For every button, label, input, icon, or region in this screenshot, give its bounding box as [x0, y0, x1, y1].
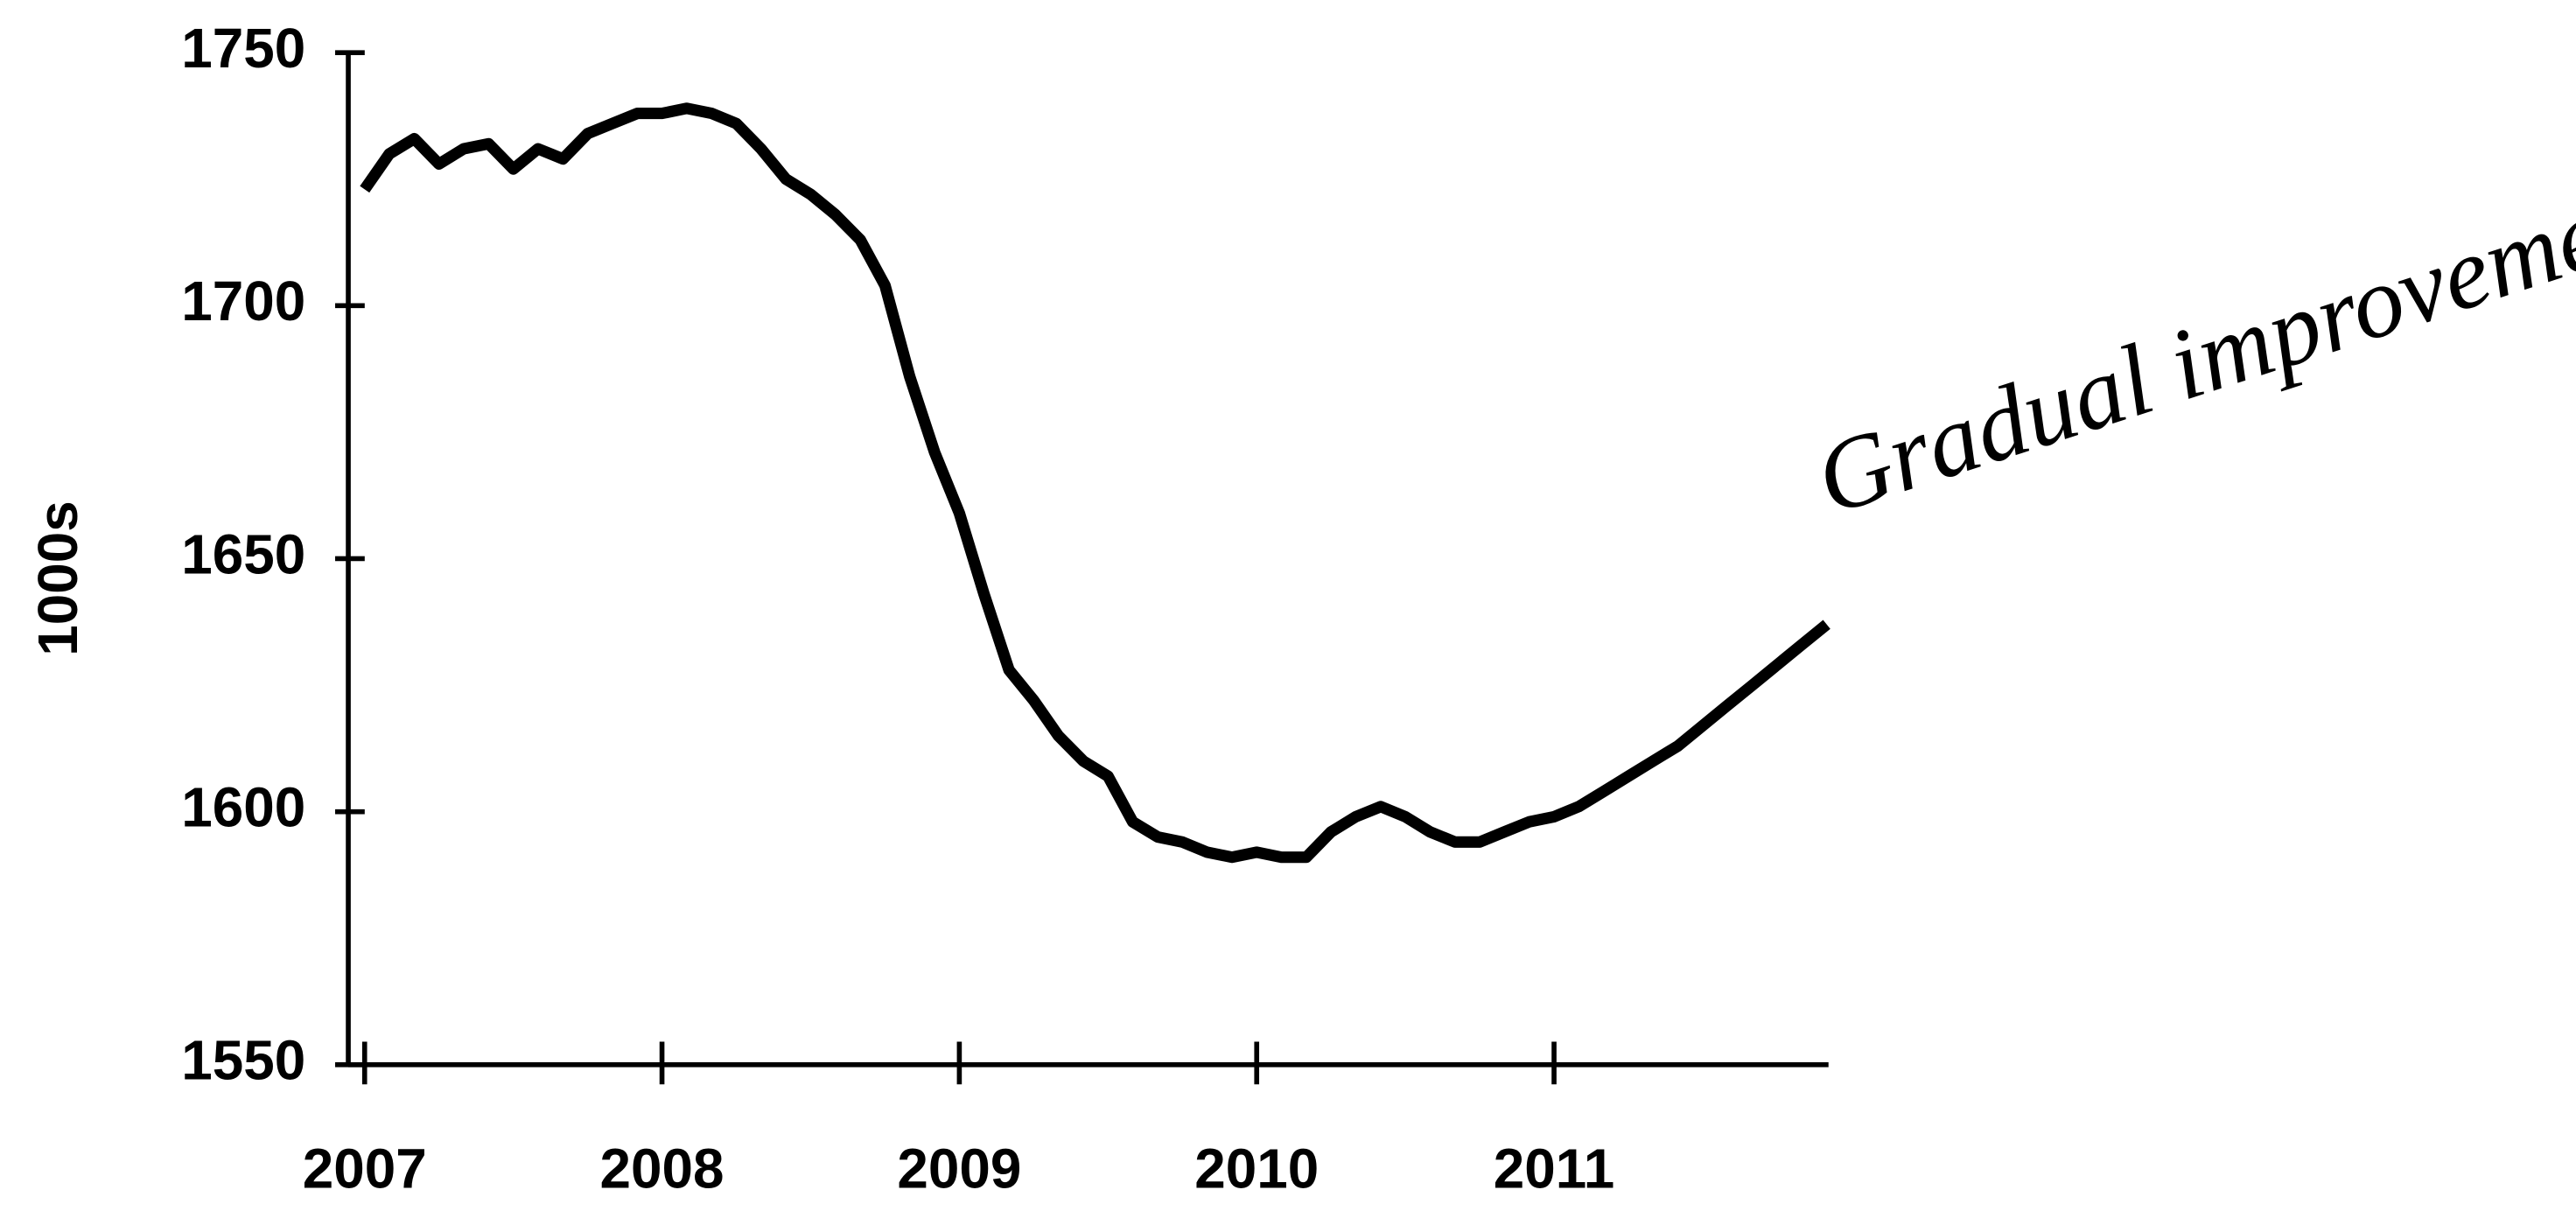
- x-tick-label: 2011: [1494, 1138, 1614, 1200]
- annotation: Gradual improvement.: [1803, 144, 2576, 537]
- y-tick-label: 1650: [181, 522, 305, 585]
- y-axis-label: 1000s: [26, 500, 89, 655]
- x-tick-label: 2010: [1194, 1138, 1319, 1200]
- y-tick-label: 1550: [181, 1029, 305, 1092]
- x-tick-label: 2007: [303, 1138, 427, 1200]
- x-tick-label: 2008: [600, 1138, 724, 1200]
- y-tick-label: 1700: [181, 270, 305, 332]
- y-tick-label: 1750: [181, 17, 305, 80]
- line: [360, 102, 1830, 864]
- x-tick-label: 2009: [897, 1138, 1021, 1200]
- y-tick-label: 1600: [181, 775, 305, 838]
